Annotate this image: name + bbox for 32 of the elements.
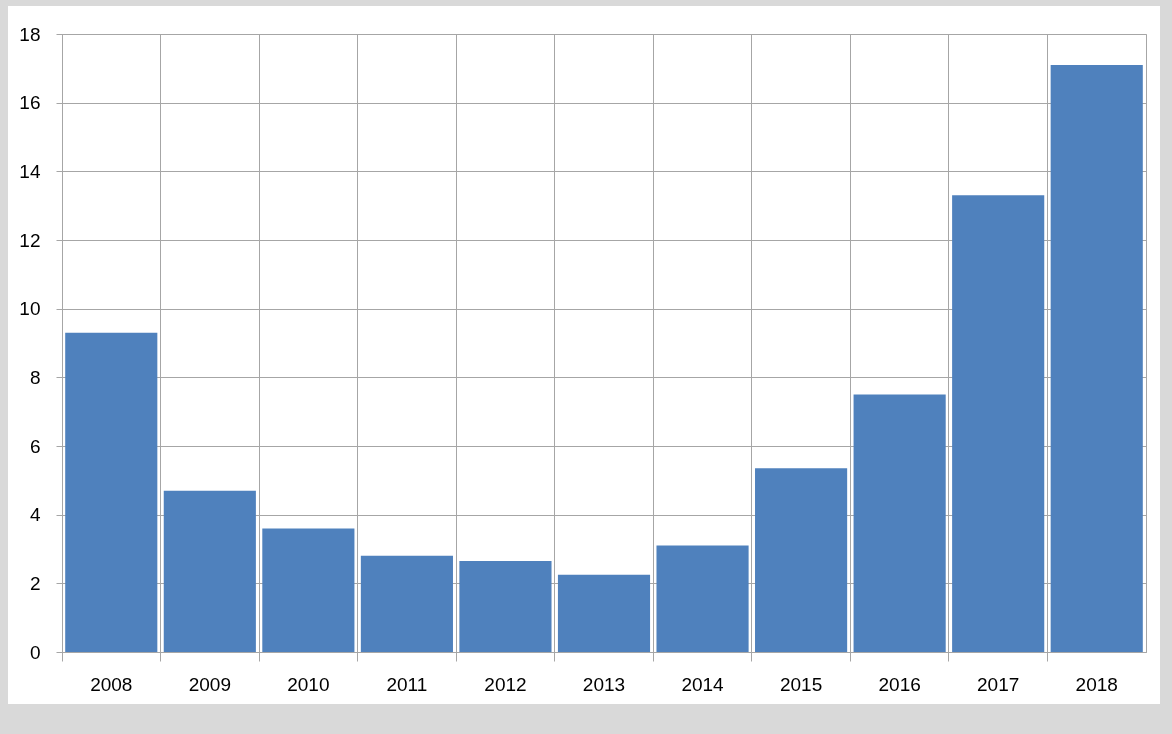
bar (1050, 64, 1143, 652)
x-tick-label: 2008 (90, 673, 133, 695)
y-tick-label: 10 (19, 298, 41, 320)
y-tick-label: 6 (29, 435, 41, 457)
y-tick-label: 16 (19, 92, 41, 114)
x-tick-label: 2014 (681, 673, 725, 695)
bar (557, 574, 651, 652)
bar (952, 195, 1045, 652)
y-tick-label: 8 (29, 366, 41, 388)
y-tick-label: 18 (19, 23, 41, 45)
bar (65, 332, 158, 652)
x-tick-label: 2012 (484, 673, 527, 695)
x-tick-label: 2009 (188, 673, 231, 695)
y-tick-label: 2 (29, 572, 41, 594)
x-tick-label: 2011 (386, 673, 428, 695)
bar (459, 561, 552, 652)
bar (853, 394, 946, 652)
x-tick-label: 2015 (779, 673, 823, 695)
y-tick-label: 14 (19, 160, 41, 182)
y-tick-label: 0 (29, 641, 41, 663)
x-tick-label: 2010 (287, 673, 330, 695)
x-tick-label: 2013 (582, 673, 626, 695)
bar (163, 490, 256, 652)
bar (656, 545, 749, 652)
x-tick-label: 2017 (977, 673, 1020, 695)
x-tick-label: 2018 (1075, 673, 1118, 695)
bar (360, 555, 453, 652)
bar (755, 468, 848, 652)
y-tick-label: 4 (29, 504, 41, 526)
x-tick-label: 2016 (878, 673, 921, 695)
y-tick-label: 12 (19, 229, 41, 251)
bar (262, 528, 355, 652)
